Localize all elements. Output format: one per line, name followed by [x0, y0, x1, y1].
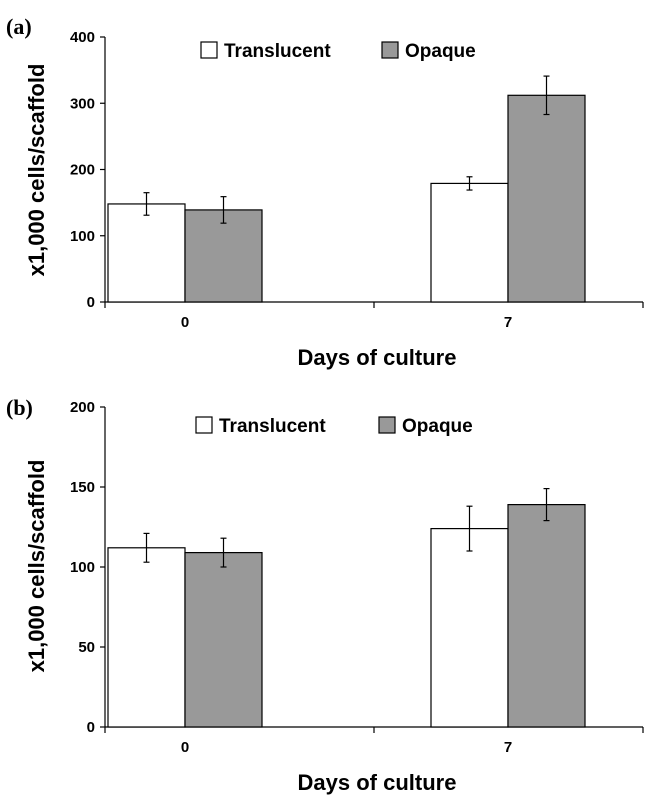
panel-b-legend: Translucent Opaque: [195, 416, 473, 437]
panel-b-plot-area: 0 50 100 150 200 0 7: [70, 399, 644, 756]
panel-b: (b) x1,000 cells/scaffold Days of cultur…: [6, 395, 644, 795]
panel-b-y-tick-label: 0: [87, 719, 95, 736]
panel-b-bar-translucent-day-7: [430, 527, 509, 728]
panel-b-label: (b): [6, 395, 33, 420]
panel-a-x-axis-title: Days of culture: [298, 345, 457, 370]
panel-a-x-tick-label-7: 7: [504, 314, 512, 331]
panel-a-plot-area: 0 100 200 300 400 0 7: [70, 29, 644, 331]
panel-a-y-tick-label: 200: [70, 162, 95, 179]
panel-a-y-tick-label: 300: [70, 95, 95, 112]
panel-a-bar-opaque-day-0: [184, 209, 263, 303]
panel-a-bar-translucent-day-7: [430, 182, 509, 303]
panel-b-legend-swatch-translucent: [195, 416, 213, 434]
panel-b-legend-label-translucent: Translucent: [219, 416, 326, 437]
panel-b-x-axis-title: Days of culture: [298, 770, 457, 795]
panel-a-y-tick-label: 400: [70, 29, 95, 46]
panel-a-y-axis-title: x1,000 cells/scaffold: [24, 64, 49, 277]
panel-a-legend-swatch-opaque: [381, 41, 399, 59]
panel-b-y-tick-label: 50: [78, 639, 95, 656]
panel-b-x-tick-label-0: 0: [181, 739, 189, 756]
panel-b-y-tick-label: 150: [70, 479, 95, 496]
panel-b-y-tick-label: 100: [70, 559, 95, 576]
panel-a-y-tick-label: 100: [70, 228, 95, 245]
panel-b-bar-opaque-day-7: [507, 504, 586, 728]
panel-a-y-tick-label: 0: [87, 294, 95, 311]
panel-a-legend-label-translucent: Translucent: [224, 41, 331, 62]
panel-a-bar-opaque-day-7: [507, 94, 586, 303]
panel-b-bar-opaque-day-0: [184, 551, 263, 728]
panel-a-label: (a): [6, 14, 32, 39]
panel-b-y-tick-label: 200: [70, 399, 95, 416]
panel-b-legend-label-opaque: Opaque: [402, 416, 473, 437]
panel-b-bar-translucent-day-0: [107, 547, 186, 728]
panel-a-x-tick-label-0: 0: [181, 314, 189, 331]
panel-b-y-axis-title: x1,000 cells/scaffold: [24, 460, 49, 673]
panel-b-legend-swatch-opaque: [378, 416, 396, 434]
panel-b-x-tick-label-7: 7: [504, 739, 512, 756]
panel-a: (a) x1,000 cells/scaffold Days of cultur…: [6, 14, 644, 370]
panel-a-legend-swatch-translucent: [200, 41, 218, 59]
panel-a-legend-label-opaque: Opaque: [405, 41, 476, 62]
panel-a-legend: Translucent Opaque: [200, 41, 476, 62]
panel-a-bar-translucent-day-0: [107, 203, 186, 303]
